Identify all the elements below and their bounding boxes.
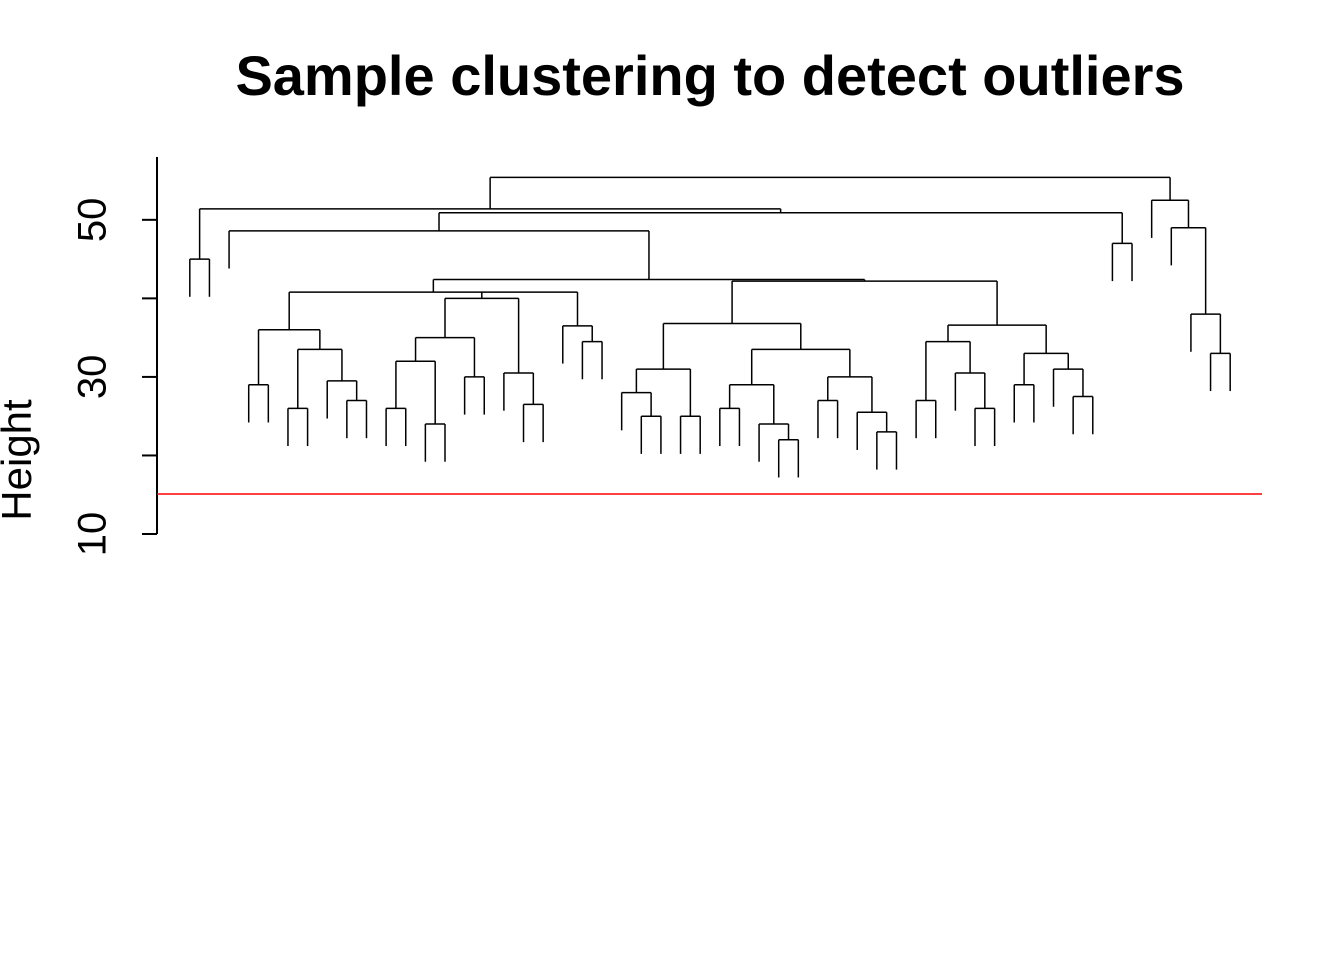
y-tick-label: 10 [71, 512, 115, 557]
y-axis-label: Height [0, 399, 40, 521]
chart-title: Sample clustering to detect outliers [235, 44, 1184, 107]
y-tick-label: 30 [71, 355, 115, 400]
y-tick-label: 50 [71, 198, 115, 243]
